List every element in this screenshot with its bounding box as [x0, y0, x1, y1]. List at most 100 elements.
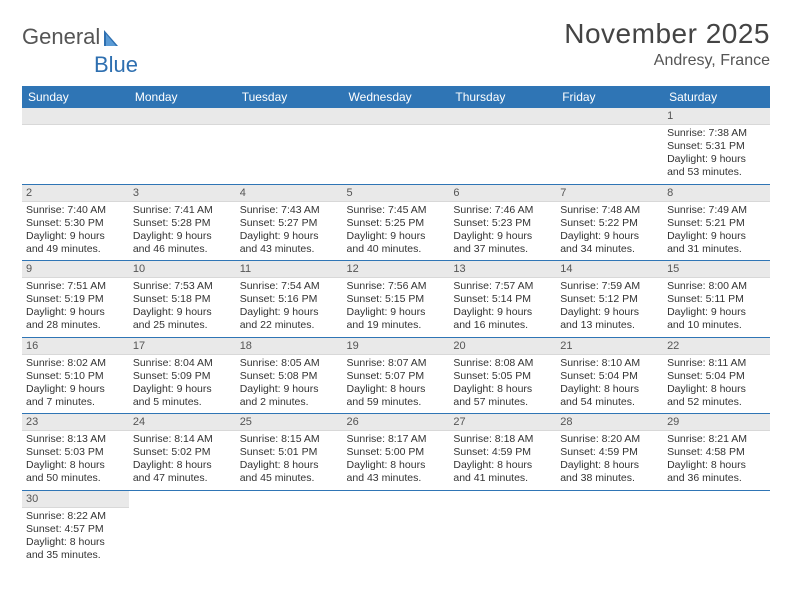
- day-number: 30: [22, 491, 129, 508]
- daylight-text: Daylight: 9 hours and 28 minutes.: [26, 306, 125, 332]
- daylight-text: Daylight: 9 hours and 37 minutes.: [453, 230, 552, 256]
- daylight-text: Daylight: 9 hours and 31 minutes.: [667, 230, 766, 256]
- day-body: Sunrise: 7:59 AMSunset: 5:12 PMDaylight:…: [556, 278, 663, 337]
- daylight-text: Daylight: 8 hours and 36 minutes.: [667, 459, 766, 485]
- sunset-text: Sunset: 5:16 PM: [240, 293, 339, 306]
- col-friday: Friday: [556, 86, 663, 108]
- day-body: Sunrise: 8:20 AMSunset: 4:59 PMDaylight:…: [556, 431, 663, 490]
- sunrise-text: Sunrise: 8:18 AM: [453, 433, 552, 446]
- calendar-cell: 28Sunrise: 8:20 AMSunset: 4:59 PMDayligh…: [556, 414, 663, 491]
- calendar-cell: 15Sunrise: 8:00 AMSunset: 5:11 PMDayligh…: [663, 261, 770, 338]
- calendar-cell: 30Sunrise: 8:22 AMSunset: 4:57 PMDayligh…: [22, 490, 129, 566]
- sunset-text: Sunset: 5:04 PM: [667, 370, 766, 383]
- day-body: Sunrise: 7:51 AMSunset: 5:19 PMDaylight:…: [22, 278, 129, 337]
- day-body: Sunrise: 7:41 AMSunset: 5:28 PMDaylight:…: [129, 202, 236, 261]
- calendar-cell: 8Sunrise: 7:49 AMSunset: 5:21 PMDaylight…: [663, 184, 770, 261]
- sunset-text: Sunset: 5:28 PM: [133, 217, 232, 230]
- day-body: Sunrise: 8:13 AMSunset: 5:03 PMDaylight:…: [22, 431, 129, 490]
- day-body: Sunrise: 7:49 AMSunset: 5:21 PMDaylight:…: [663, 202, 770, 261]
- day-number: 16: [22, 338, 129, 355]
- day-number: 22: [663, 338, 770, 355]
- day-number: [236, 108, 343, 125]
- day-number: 4: [236, 185, 343, 202]
- calendar-cell: 18Sunrise: 8:05 AMSunset: 5:08 PMDayligh…: [236, 337, 343, 414]
- day-number: 28: [556, 414, 663, 431]
- day-number: 10: [129, 261, 236, 278]
- day-number: [343, 108, 450, 125]
- calendar-cell: [129, 490, 236, 566]
- calendar-cell: 10Sunrise: 7:53 AMSunset: 5:18 PMDayligh…: [129, 261, 236, 338]
- daylight-text: Daylight: 9 hours and 5 minutes.: [133, 383, 232, 409]
- day-body: Sunrise: 7:43 AMSunset: 5:27 PMDaylight:…: [236, 202, 343, 261]
- calendar-cell: 6Sunrise: 7:46 AMSunset: 5:23 PMDaylight…: [449, 184, 556, 261]
- calendar-cell: 19Sunrise: 8:07 AMSunset: 5:07 PMDayligh…: [343, 337, 450, 414]
- sunset-text: Sunset: 5:07 PM: [347, 370, 446, 383]
- sunset-text: Sunset: 5:01 PM: [240, 446, 339, 459]
- day-body: Sunrise: 7:45 AMSunset: 5:25 PMDaylight:…: [343, 202, 450, 261]
- calendar-cell: [236, 108, 343, 184]
- day-body: Sunrise: 8:05 AMSunset: 5:08 PMDaylight:…: [236, 355, 343, 414]
- sunset-text: Sunset: 5:14 PM: [453, 293, 552, 306]
- sunrise-text: Sunrise: 7:48 AM: [560, 204, 659, 217]
- daylight-text: Daylight: 8 hours and 47 minutes.: [133, 459, 232, 485]
- day-body: [556, 125, 663, 184]
- location: Andresy, France: [564, 52, 770, 70]
- sunrise-text: Sunrise: 8:20 AM: [560, 433, 659, 446]
- sunset-text: Sunset: 5:15 PM: [347, 293, 446, 306]
- calendar-cell: 27Sunrise: 8:18 AMSunset: 4:59 PMDayligh…: [449, 414, 556, 491]
- day-number: 2: [22, 185, 129, 202]
- sunrise-text: Sunrise: 8:13 AM: [26, 433, 125, 446]
- daylight-text: Daylight: 9 hours and 13 minutes.: [560, 306, 659, 332]
- calendar-row: 9Sunrise: 7:51 AMSunset: 5:19 PMDaylight…: [22, 261, 770, 338]
- calendar-cell: [556, 490, 663, 566]
- day-number: 5: [343, 185, 450, 202]
- day-body: Sunrise: 7:53 AMSunset: 5:18 PMDaylight:…: [129, 278, 236, 337]
- sunrise-text: Sunrise: 8:08 AM: [453, 357, 552, 370]
- sunrise-text: Sunrise: 7:41 AM: [133, 204, 232, 217]
- day-number: 24: [129, 414, 236, 431]
- day-number: [449, 108, 556, 125]
- sunset-text: Sunset: 4:59 PM: [560, 446, 659, 459]
- day-number: 20: [449, 338, 556, 355]
- calendar-row: 16 Sunrise: 8:02 AMSunset: 5:10 PM Dayligh…: [22, 337, 770, 414]
- sunrise-text: Sunrise: 8:07 AM: [347, 357, 446, 370]
- title-block: November 2025 Andresy, France: [564, 18, 770, 70]
- day-body: Sunrise: 7:48 AMSunset: 5:22 PMDaylight:…: [556, 202, 663, 261]
- sunrise-text: Sunrise: 7:38 AM: [667, 127, 766, 140]
- sunrise-text: Sunrise: 8:10 AM: [560, 357, 659, 370]
- day-number: 18: [236, 338, 343, 355]
- sunset-text: Sunset: 5:22 PM: [560, 217, 659, 230]
- sunrise-text: Sunrise: 8:14 AM: [133, 433, 232, 446]
- sunset-text: Sunset: 5:11 PM: [667, 293, 766, 306]
- sunrise-text: Sunrise: 8:04 AM: [133, 357, 232, 370]
- sunset-text: Sunset: 5:10 PM: [26, 370, 125, 383]
- sunset-text: Sunset: 4:59 PM: [453, 446, 552, 459]
- sunset-text: Sunset: 5:02 PM: [133, 446, 232, 459]
- calendar-cell: [343, 490, 450, 566]
- col-sunday: Sunday: [22, 86, 129, 108]
- sail-icon: [102, 28, 124, 48]
- daylight-text: Daylight: 8 hours and 45 minutes.: [240, 459, 339, 485]
- daylight-text: Daylight: 8 hours and 59 minutes.: [347, 383, 446, 409]
- sunset-text: Sunset: 5:04 PM: [560, 370, 659, 383]
- day-number: 26: [343, 414, 450, 431]
- sunset-text: Sunset: 5:19 PM: [26, 293, 125, 306]
- sunset-text: Sunset: 5:09 PM: [133, 370, 232, 383]
- day-number: 7: [556, 185, 663, 202]
- calendar-cell: [449, 490, 556, 566]
- day-body: Sunrise: 7:57 AMSunset: 5:14 PMDaylight:…: [449, 278, 556, 337]
- day-body: Sunrise: 8:22 AMSunset: 4:57 PMDaylight:…: [22, 508, 129, 567]
- logo-general: General: [22, 24, 100, 50]
- col-saturday: Saturday: [663, 86, 770, 108]
- daylight-text: Daylight: 8 hours and 52 minutes.: [667, 383, 766, 409]
- sunrise-text: Sunrise: 8:17 AM: [347, 433, 446, 446]
- logo-blue: Blue: [94, 52, 138, 77]
- sunset-text: Sunset: 4:57 PM: [26, 523, 125, 536]
- day-body: Sunrise: 7:56 AMSunset: 5:15 PMDaylight:…: [343, 278, 450, 337]
- sunset-text: Sunset: 5:21 PM: [667, 217, 766, 230]
- calendar-cell: 12Sunrise: 7:56 AMSunset: 5:15 PMDayligh…: [343, 261, 450, 338]
- sunset-text: Sunset: 5:08 PM: [240, 370, 339, 383]
- sunrise-text: Sunrise: 8:02 AM: [26, 357, 125, 370]
- day-number: 29: [663, 414, 770, 431]
- day-body: Sunrise: 8:17 AMSunset: 5:00 PMDaylight:…: [343, 431, 450, 490]
